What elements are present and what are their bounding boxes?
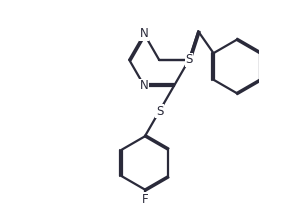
Text: N: N <box>140 27 148 40</box>
Text: N: N <box>140 79 148 92</box>
Text: S: S <box>156 105 163 118</box>
Text: S: S <box>185 53 193 66</box>
Text: F: F <box>142 193 148 206</box>
